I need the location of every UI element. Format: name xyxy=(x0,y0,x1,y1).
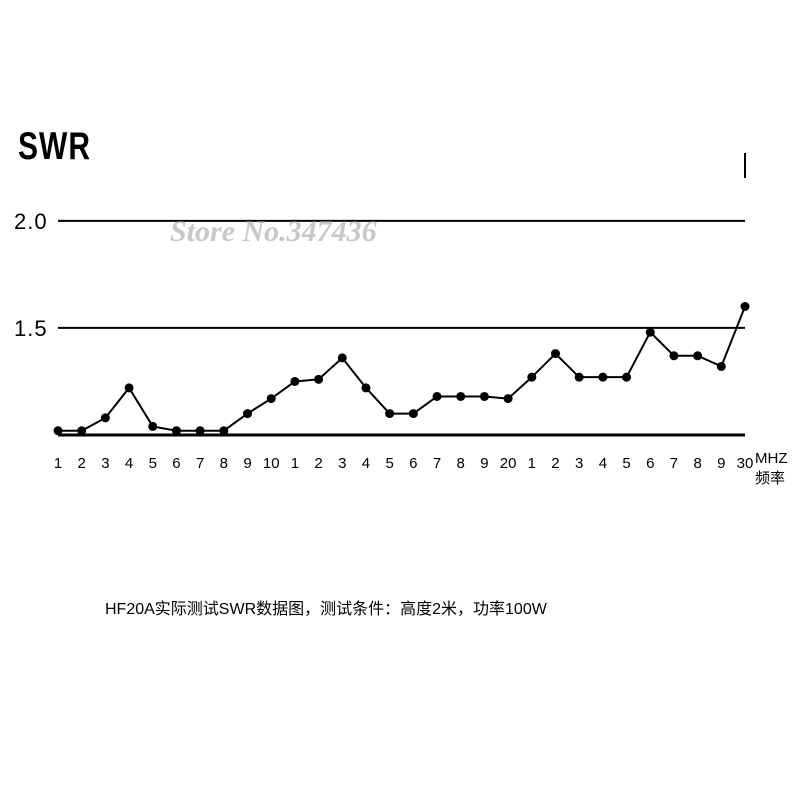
data-marker xyxy=(693,351,702,360)
x-tick-label: 10 xyxy=(263,455,280,472)
data-marker xyxy=(433,392,442,401)
x-tick-label: 3 xyxy=(575,455,583,472)
data-marker xyxy=(622,373,631,382)
chart-caption: HF20A实际测试SWR数据图，测试条件：高度2米，功率100W xyxy=(105,595,547,619)
x-tick-label: 2 xyxy=(551,455,559,472)
x-tick-label: 7 xyxy=(433,455,441,472)
data-line xyxy=(58,307,745,431)
x-tick-label: 5 xyxy=(149,455,157,472)
x-tick-label: 1 xyxy=(54,455,62,472)
x-tick-label: 8 xyxy=(457,455,465,472)
data-marker xyxy=(361,383,370,392)
data-marker xyxy=(480,392,489,401)
data-marker xyxy=(717,362,726,371)
data-marker xyxy=(741,302,750,311)
x-tick-label: 1 xyxy=(291,455,299,472)
x-tick-label: 9 xyxy=(243,455,251,472)
x-tick-label: 20 xyxy=(500,455,517,472)
data-marker xyxy=(456,392,465,401)
data-marker xyxy=(148,422,157,431)
data-marker xyxy=(267,394,276,403)
watermark-text: Store No.347436 xyxy=(170,215,377,249)
x-tick-label: 30 xyxy=(737,455,754,472)
x-tick-label: 7 xyxy=(196,455,204,472)
data-marker xyxy=(385,409,394,418)
y-tick-label: 2.0 xyxy=(14,209,48,235)
data-marker xyxy=(527,373,536,382)
data-marker xyxy=(101,413,110,422)
x-tick-label: 7 xyxy=(670,455,678,472)
x-tick-label: 1 xyxy=(528,455,536,472)
x-tick-label: 5 xyxy=(385,455,393,472)
x-tick-label: 9 xyxy=(480,455,488,472)
x-tick-label: 6 xyxy=(409,455,417,472)
x-tick-label: 3 xyxy=(101,455,109,472)
data-marker xyxy=(243,409,252,418)
chart-svg xyxy=(0,0,800,800)
x-tick-label: 2 xyxy=(314,455,322,472)
data-marker xyxy=(504,394,513,403)
data-marker xyxy=(338,353,347,362)
data-marker xyxy=(551,349,560,358)
x-axis-title: MHZ频率 xyxy=(755,450,800,488)
x-tick-label: 5 xyxy=(622,455,630,472)
x-tick-label: 9 xyxy=(717,455,725,472)
data-marker xyxy=(54,426,63,435)
x-tick-label: 2 xyxy=(78,455,86,472)
data-marker xyxy=(598,373,607,382)
data-marker xyxy=(575,373,584,382)
x-tick-label: 4 xyxy=(362,455,370,472)
data-marker xyxy=(290,377,299,386)
x-tick-label: 3 xyxy=(338,455,346,472)
swr-chart: SWR Store No.347436 MHZ频率 HF20A实际测试SWR数据… xyxy=(0,0,800,800)
data-marker xyxy=(77,426,86,435)
y-tick-label: 1.5 xyxy=(14,316,48,342)
data-marker xyxy=(219,426,228,435)
x-tick-label: 6 xyxy=(646,455,654,472)
data-marker xyxy=(669,351,678,360)
x-tick-label: 4 xyxy=(599,455,607,472)
x-tick-label: 8 xyxy=(220,455,228,472)
data-marker xyxy=(125,383,134,392)
x-tick-label: 4 xyxy=(125,455,133,472)
x-tick-label: 6 xyxy=(172,455,180,472)
data-marker xyxy=(172,426,181,435)
data-marker xyxy=(196,426,205,435)
data-marker xyxy=(646,328,655,337)
data-marker xyxy=(314,375,323,384)
y-axis-title: SWR xyxy=(18,125,91,169)
data-marker xyxy=(409,409,418,418)
x-tick-label: 8 xyxy=(693,455,701,472)
